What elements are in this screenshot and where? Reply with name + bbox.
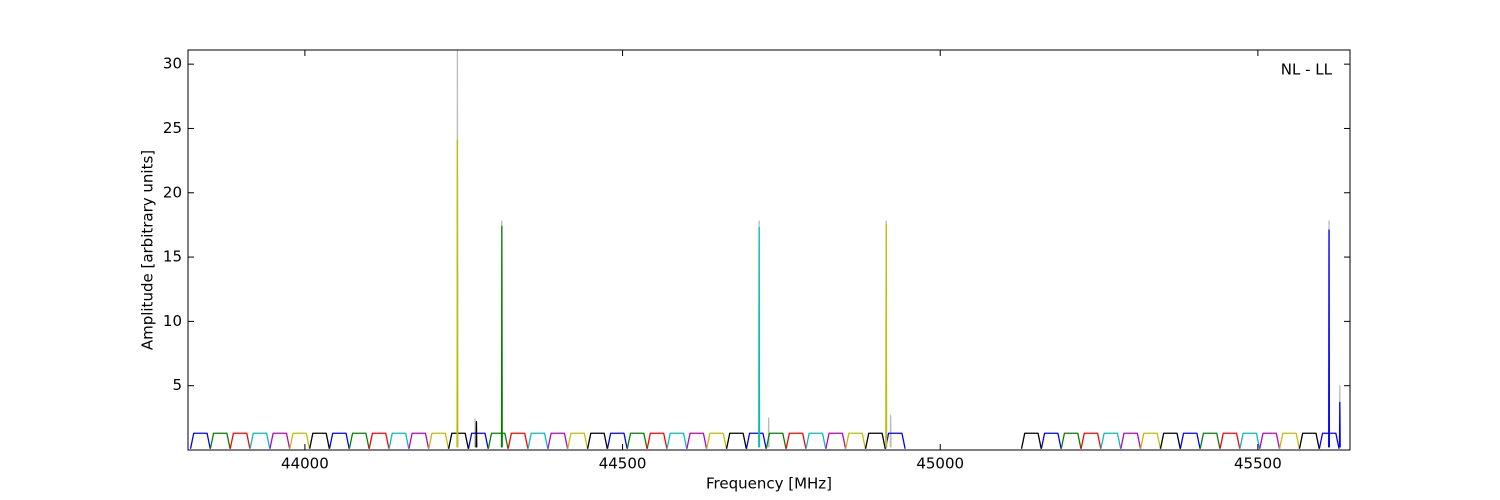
y-tick-label: 25 (163, 119, 182, 137)
series-line (456, 139, 888, 448)
series-line (229, 432, 1241, 449)
series-line (758, 226, 761, 448)
axes-frame (187, 49, 1351, 451)
series-line (500, 225, 503, 448)
series-line (309, 432, 1320, 449)
series-line (249, 432, 1261, 449)
series-line (475, 421, 478, 448)
y-tick-label: 5 (172, 376, 182, 394)
series-line (209, 432, 1221, 449)
y-tick-label: 20 (163, 183, 182, 201)
series-line (269, 432, 1281, 449)
series-line (289, 432, 1300, 449)
x-tick-label: 45000 (916, 455, 964, 473)
series-line (456, 50, 1341, 448)
plot-area (189, 50, 1341, 449)
series-line (1328, 229, 1341, 448)
y-tick-label: 15 (163, 248, 182, 266)
x-tick-label: 44000 (281, 455, 329, 473)
x-tick-label: 44500 (599, 455, 647, 473)
y-tick-label: 30 (163, 55, 182, 73)
x-tick-label: 45500 (1234, 455, 1282, 473)
y-axis-label: Amplitude [arbitrary units] (139, 150, 157, 350)
x-axis-label: Frequency [MHz] (706, 475, 832, 493)
y-tick-label: 10 (163, 312, 182, 330)
annotation: NL - LL (1281, 61, 1333, 79)
